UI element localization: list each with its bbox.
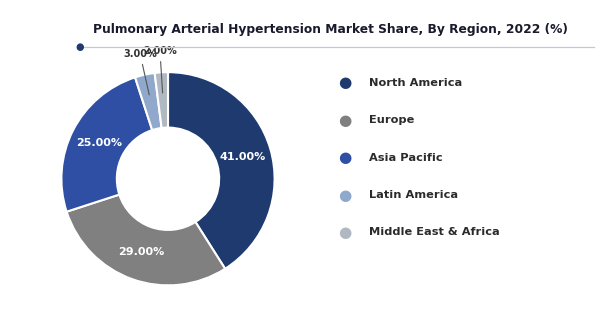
- Text: ●: ●: [338, 225, 352, 240]
- Text: Europe: Europe: [369, 115, 415, 125]
- Text: ●: ●: [338, 75, 352, 90]
- Text: ●: ●: [338, 113, 352, 128]
- Text: ●: ●: [338, 188, 352, 202]
- Text: 2.00%: 2.00%: [143, 46, 177, 93]
- Text: Asia Pacific: Asia Pacific: [369, 153, 443, 162]
- Text: Pulmonary Arterial Hypertension Market Share, By Region, 2022 (%): Pulmonary Arterial Hypertension Market S…: [92, 23, 568, 36]
- Text: PRECEDENCE: PRECEDENCE: [10, 22, 68, 32]
- Wedge shape: [61, 77, 152, 212]
- Text: 29.00%: 29.00%: [119, 247, 165, 257]
- Wedge shape: [155, 72, 168, 128]
- Text: RESEARCH: RESEARCH: [15, 41, 62, 50]
- Text: Latin America: Latin America: [369, 190, 458, 200]
- Wedge shape: [168, 72, 275, 269]
- Text: 41.00%: 41.00%: [220, 152, 266, 162]
- Text: 25.00%: 25.00%: [76, 138, 122, 149]
- Text: 3.00%: 3.00%: [123, 49, 157, 95]
- Text: Middle East & Africa: Middle East & Africa: [369, 227, 500, 237]
- Wedge shape: [135, 73, 161, 130]
- Text: North America: North America: [369, 78, 462, 88]
- Wedge shape: [67, 195, 225, 285]
- Text: ●: ●: [76, 42, 84, 52]
- Text: ●: ●: [338, 150, 352, 165]
